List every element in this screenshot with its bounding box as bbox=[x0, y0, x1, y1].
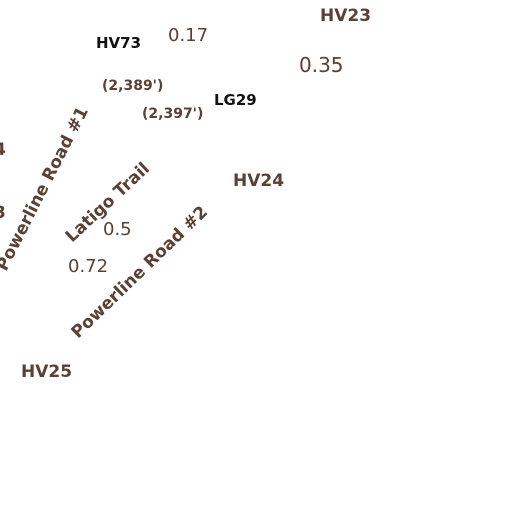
tower-label-hv24: HV24 bbox=[233, 171, 284, 191]
elevation-label: (2,397') bbox=[142, 106, 203, 122]
waypoint-label-lg29: LG29 bbox=[214, 91, 257, 109]
transmission-tower-icon bbox=[208, 133, 228, 207]
tower-label-partial: 4 bbox=[0, 140, 6, 160]
transmission-tower-icon bbox=[18, 128, 32, 179]
tower-label-hv25: HV25 bbox=[21, 362, 72, 382]
road-label-powerline-road-1: Powerline Road #1 bbox=[0, 104, 93, 275]
distance-label: 0.17 bbox=[168, 25, 208, 46]
waypoint-label-hv73: HV73 bbox=[96, 34, 141, 52]
tower-label-partial: 3 bbox=[0, 203, 6, 223]
transmission-tower-icon bbox=[378, 0, 398, 51]
distance-label: 0.72 bbox=[68, 256, 108, 277]
elevation-label: (2,389') bbox=[102, 78, 163, 94]
distance-label: 0.5 bbox=[103, 219, 132, 240]
transmission-tower-icon bbox=[115, 0, 135, 5]
distance-label: 0.35 bbox=[299, 53, 344, 77]
transmission-tower-icon bbox=[35, 283, 57, 359]
tower-label-hv23: HV23 bbox=[320, 6, 371, 26]
